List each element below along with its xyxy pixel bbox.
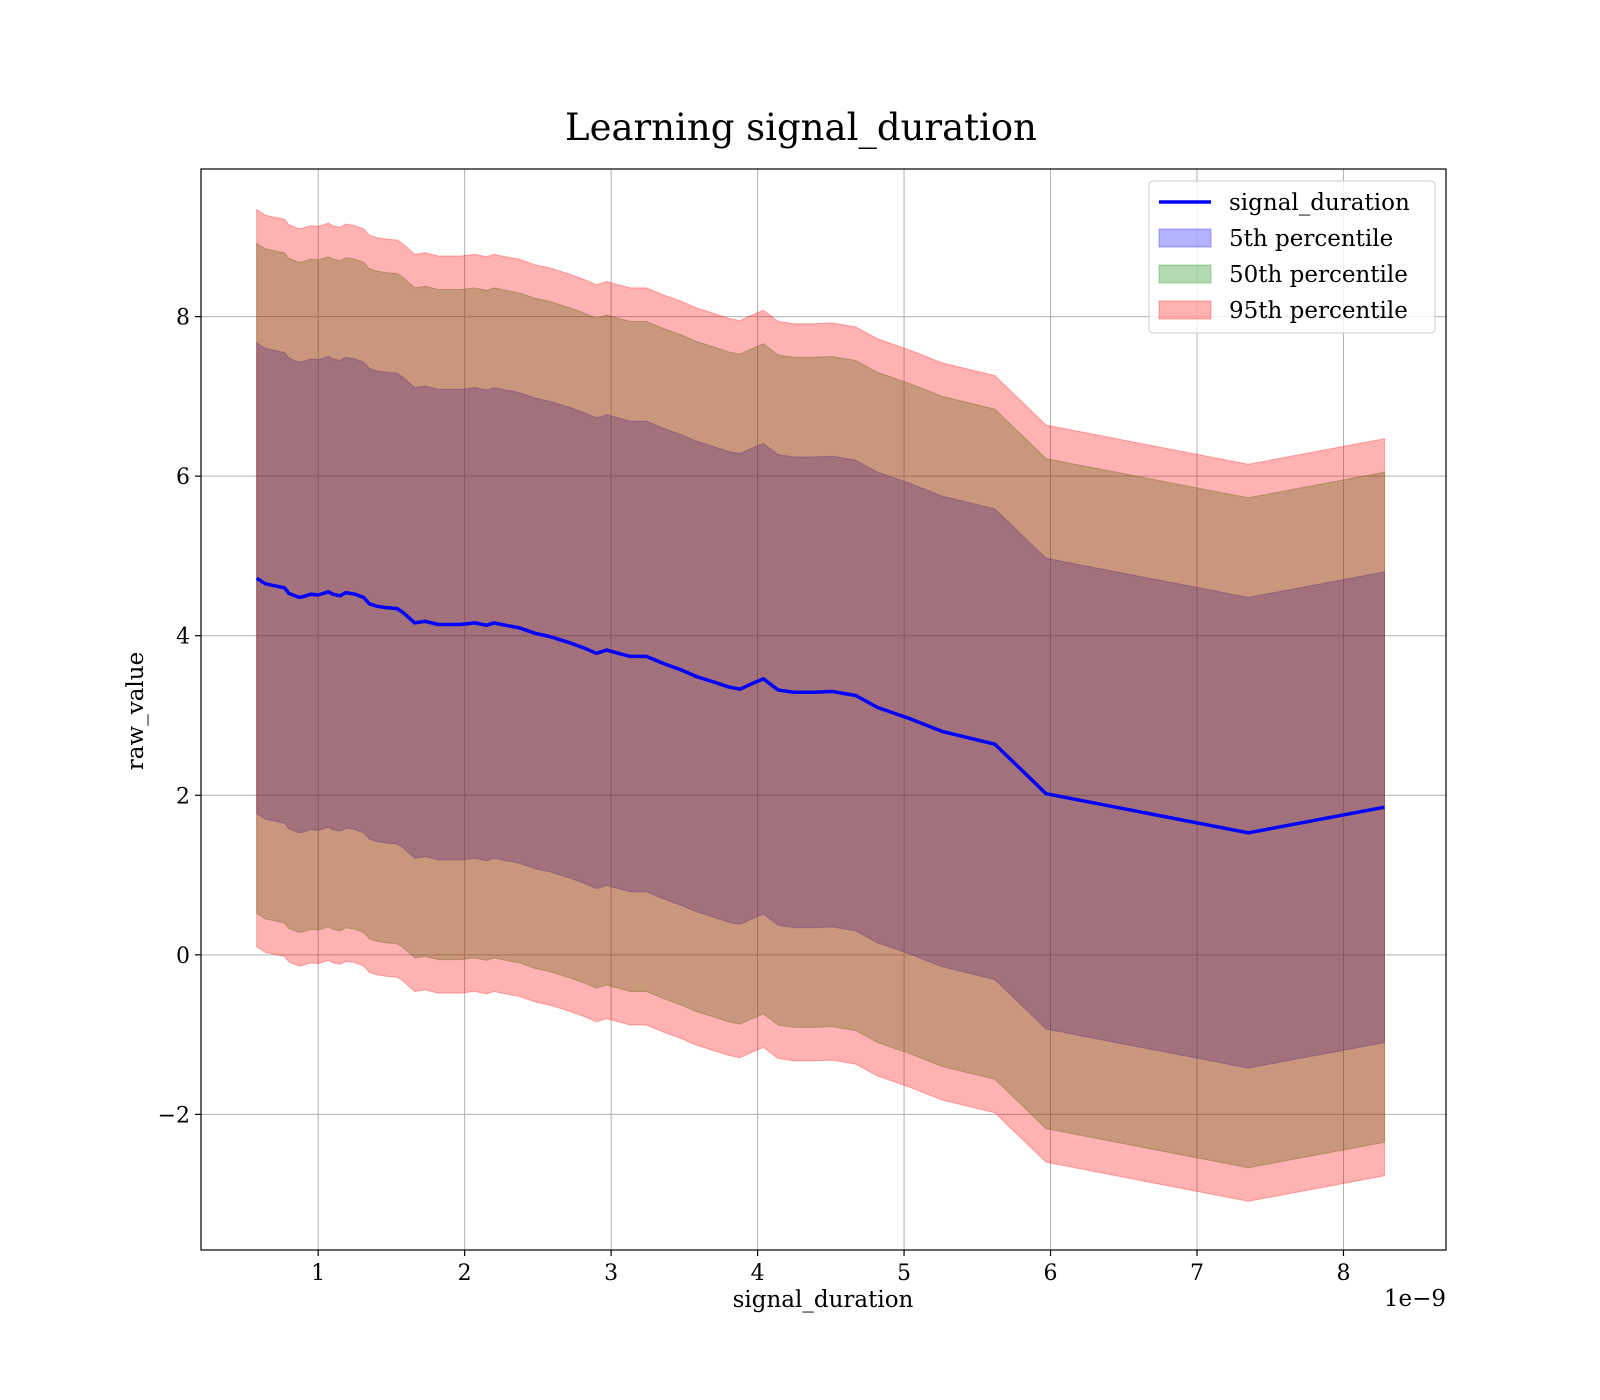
band-95th-percentile bbox=[256, 208, 1385, 1202]
line-layer bbox=[255, 576, 1385, 835]
x-offset-label: 1e−9 bbox=[1384, 1286, 1446, 1312]
legend-label: signal_duration bbox=[1229, 190, 1410, 216]
y-tick-label: 8 bbox=[176, 306, 190, 331]
x-tick-label: 7 bbox=[1190, 1261, 1204, 1286]
y-tick-label: 0 bbox=[176, 944, 190, 969]
legend-swatch-patch bbox=[1158, 300, 1212, 320]
chart-title: Learning signal_duration bbox=[565, 106, 1037, 150]
y-tick-label: 6 bbox=[176, 465, 190, 490]
legend-label: 95th percentile bbox=[1229, 298, 1408, 324]
y-tick-label: −2 bbox=[158, 1103, 190, 1128]
ticks-layer: 1 2 3 4 5 6 7 8 −2 0 2 4 6 8 bbox=[158, 306, 1351, 1286]
x-tick-label: 6 bbox=[1044, 1261, 1058, 1286]
y-axis-label: raw_value bbox=[123, 652, 149, 770]
x-tick-label: 5 bbox=[897, 1261, 911, 1286]
legend-swatch-patch bbox=[1158, 228, 1212, 248]
series-line-signal-duration bbox=[255, 576, 1385, 835]
x-tick-label: 3 bbox=[604, 1261, 618, 1286]
bands-layer bbox=[256, 208, 1385, 1202]
y-tick-label: 4 bbox=[176, 625, 190, 650]
x-tick-label: 2 bbox=[458, 1261, 472, 1286]
legend-swatch-patch bbox=[1158, 264, 1212, 284]
y-tick-label: 2 bbox=[176, 784, 190, 809]
x-tick-label: 4 bbox=[751, 1261, 765, 1286]
legend-box bbox=[1148, 180, 1436, 334]
band-50th-percentile bbox=[256, 242, 1385, 1169]
legend-label: 5th percentile bbox=[1229, 226, 1393, 252]
plot-frame bbox=[200, 168, 1447, 1251]
x-tick-label: 8 bbox=[1336, 1261, 1350, 1286]
x-tick-label: 1 bbox=[311, 1261, 325, 1286]
legend-label: 50th percentile bbox=[1229, 262, 1408, 288]
legend: signal_duration 5th percentile 50th percen… bbox=[1148, 180, 1436, 334]
x-axis-label: signal_duration bbox=[733, 1287, 914, 1313]
band-5th-percentile bbox=[256, 341, 1385, 1069]
